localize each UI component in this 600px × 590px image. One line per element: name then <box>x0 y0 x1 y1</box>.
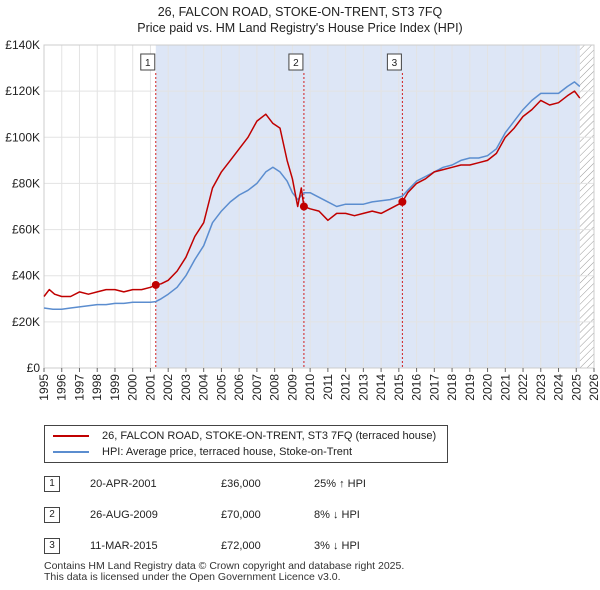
legend-swatch-hpi <box>53 451 89 453</box>
x-tick-label: 2009 <box>285 374 299 401</box>
y-tick-label: £40K <box>12 269 40 283</box>
x-tick-label: 2020 <box>481 374 495 401</box>
sale-marker-label: 3 <box>392 58 398 69</box>
x-tick-label: 1997 <box>72 374 86 401</box>
plot-area-border <box>43 44 595 369</box>
transaction-date: 26-AUG-2009 <box>90 509 158 521</box>
transaction-badge: 1 <box>44 476 60 492</box>
x-tick-label: 2000 <box>126 374 140 401</box>
footer-copyright: Contains HM Land Registry data © Crown c… <box>44 560 405 572</box>
transaction-row: 3 11-MAR-2015 £72,000 3% ↓ HPI <box>44 538 564 558</box>
footer: Contains HM Land Registry data © Crown c… <box>44 561 404 583</box>
transaction-hpi: 3% ↓ HPI <box>314 540 360 552</box>
x-tick-label: 2003 <box>179 374 193 401</box>
sale-marker-label: 2 <box>293 58 299 69</box>
transaction-date: 11-MAR-2015 <box>90 540 158 552</box>
x-tick-label: 2011 <box>321 374 335 400</box>
transaction-hpi: 8% ↓ HPI <box>314 509 360 521</box>
x-tick-label: 2016 <box>410 374 424 401</box>
x-tick-label: 2013 <box>356 374 370 401</box>
transaction-row: 1 20-APR-2001 £36,000 25% ↑ HPI <box>44 476 564 496</box>
x-tick-label: 2025 <box>569 374 583 401</box>
transaction-price: £36,000 <box>221 478 261 490</box>
transaction-badge: 2 <box>44 507 60 523</box>
sale-marker-box <box>386 53 402 71</box>
footer-licence: This data is licensed under the Open Gov… <box>44 571 341 583</box>
x-tick-label: 2021 <box>498 374 512 401</box>
property-price-line <box>43 90 581 298</box>
sale-point <box>398 197 407 206</box>
transaction-date: 20-APR-2001 <box>90 478 157 490</box>
y-tick-label: £0 <box>27 361 41 375</box>
shaded-period-band <box>155 45 580 368</box>
transaction-badge: 3 <box>44 538 60 554</box>
legend-label-hpi: HPI: Average price, terraced house, Stok… <box>102 446 353 458</box>
x-tick-label: 2006 <box>232 374 246 401</box>
x-tick-label: 2014 <box>374 374 388 401</box>
transaction-row: 2 26-AUG-2009 £70,000 8% ↓ HPI <box>44 507 564 527</box>
x-tick-label: 2007 <box>250 374 264 401</box>
sale-marker-box <box>140 53 156 71</box>
legend-item-property: 26, FALCON ROAD, STOKE-ON-TRENT, ST3 7FQ… <box>53 429 436 443</box>
legend-item-hpi: HPI: Average price, terraced house, Stok… <box>53 445 352 459</box>
chart-title: 26, FALCON ROAD, STOKE-ON-TRENT, ST3 7FQ <box>157 5 443 19</box>
x-tick-label: 2017 <box>427 374 441 401</box>
x-tick-label: 1995 <box>37 374 51 401</box>
transaction-price: £72,000 <box>221 540 261 552</box>
x-tick-label: 2005 <box>214 374 228 401</box>
y-tick-label: £100K <box>5 130 40 144</box>
x-tick-label: 1996 <box>55 374 69 401</box>
sale-marker-box <box>288 53 304 71</box>
x-tick-label: 2001 <box>143 374 157 401</box>
x-tick-label: 2010 <box>303 374 317 401</box>
x-tick-label: 2002 <box>161 374 175 401</box>
x-tick-label: 2026 <box>587 374 600 401</box>
x-tick-label: 2004 <box>197 374 211 401</box>
price-chart: £0 £20K £40K £60K £80K £100K £120K £140K 1995 199… <box>5 38 600 401</box>
x-tick-label: 2008 <box>268 374 282 401</box>
y-tick-label: £60K <box>12 223 40 237</box>
x-tick-label: 2023 <box>534 374 548 401</box>
y-tick-label: £80K <box>12 176 40 190</box>
x-tick-label: 2022 <box>516 374 530 401</box>
sale-point <box>299 202 308 211</box>
x-tick-label: 1998 <box>90 374 104 401</box>
legend-label-property: 26, FALCON ROAD, STOKE-ON-TRENT, ST3 7FQ… <box>102 430 437 442</box>
x-tick-label: 2024 <box>552 374 566 401</box>
legend: 26, FALCON ROAD, STOKE-ON-TRENT, ST3 7FQ… <box>44 425 448 463</box>
sale-marker-label: 1 <box>145 58 151 69</box>
y-tick-label: £20K <box>12 315 40 329</box>
y-tick-label: £120K <box>5 84 40 98</box>
hpi-line <box>43 81 581 310</box>
sale-point <box>151 280 160 289</box>
transaction-hpi: 25% ↑ HPI <box>314 478 366 490</box>
y-tick-label: £140K <box>5 38 40 52</box>
x-tick-label: 2015 <box>392 374 406 401</box>
x-tick-label: 2018 <box>445 374 459 401</box>
x-tick-label: 1999 <box>108 374 122 401</box>
x-tick-label: 2012 <box>339 374 353 401</box>
x-tick-label: 2019 <box>463 374 477 401</box>
legend-swatch-property <box>53 435 89 437</box>
future-hatch-region <box>579 45 594 368</box>
transaction-price: £70,000 <box>221 509 261 521</box>
chart-subtitle: Price paid vs. HM Land Registry's House … <box>137 21 463 35</box>
